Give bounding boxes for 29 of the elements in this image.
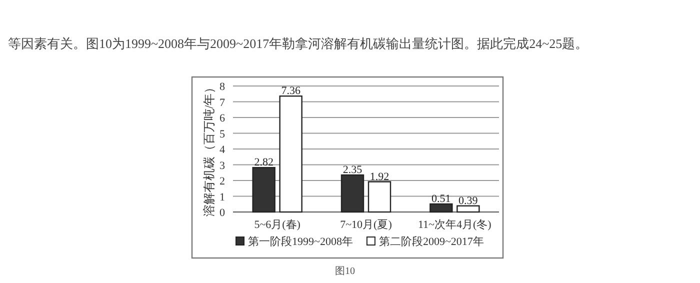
data-label: 7.36 xyxy=(281,85,301,98)
bar xyxy=(456,205,480,213)
x-tick-label: 11~次年4月(冬) xyxy=(418,219,492,231)
y-tick-label: 3 xyxy=(220,160,226,172)
legend-label: 第二阶段2009~2017年 xyxy=(378,236,484,248)
data-label: 2.35 xyxy=(342,164,363,176)
y-tick-label: 5 xyxy=(220,128,226,140)
bar xyxy=(252,166,276,213)
bar xyxy=(279,95,302,213)
caption: 图10 xyxy=(335,266,355,277)
y-tick-label: 2 xyxy=(220,176,225,188)
legend-label: 第一阶段1999~2008年 xyxy=(248,236,353,248)
y-tick-label: 8 xyxy=(220,81,226,93)
y-tick-label: 0 xyxy=(220,207,226,219)
bar xyxy=(368,181,392,213)
text: 等因素有关。图10为1999~2008年与2009~2017年勒拿河溶解有机碳输出量统计图。据此完成24~25题。 xyxy=(8,36,588,51)
y-tick-label: 7 xyxy=(220,96,226,109)
x-tick-label: 7~10月(夏) xyxy=(340,219,392,231)
data-label: 0.39 xyxy=(458,194,478,207)
data-label: 2.82 xyxy=(254,156,274,169)
y-tick-label: 4 xyxy=(220,144,226,156)
data-label: 0.51 xyxy=(432,192,451,205)
x-tick-label: 5~6月(春) xyxy=(254,219,301,231)
y-axis-title: 溶解有机碳（百万吨/年） xyxy=(202,81,216,217)
bar xyxy=(430,203,453,213)
y-tick-label: 1 xyxy=(220,191,225,204)
y-tick-label: 6 xyxy=(220,112,226,124)
data-label: 1.92 xyxy=(370,170,390,183)
bar xyxy=(340,174,364,213)
